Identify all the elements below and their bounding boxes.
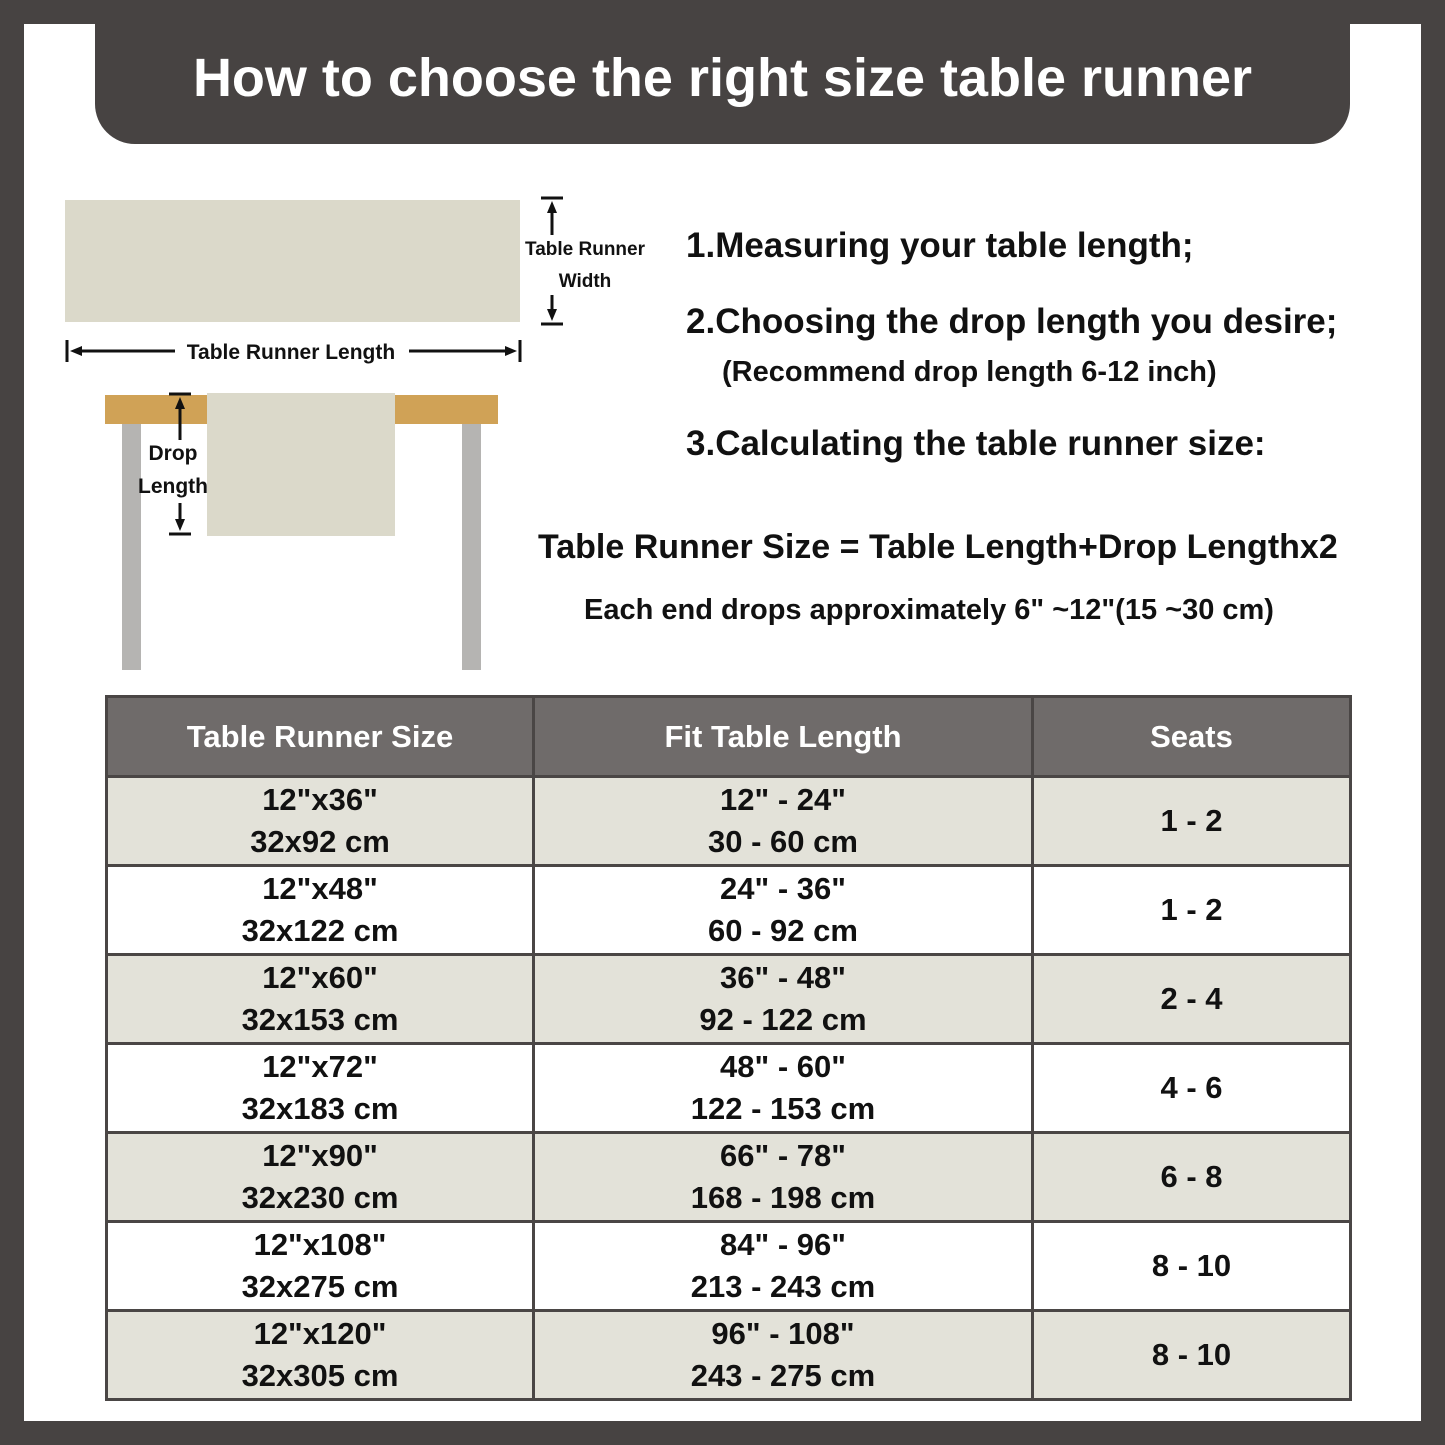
fit-length-cell: 66" - 78" 168 - 198 cm <box>532 1131 1034 1223</box>
table-leg-left <box>122 424 141 670</box>
width-arrow <box>541 196 563 326</box>
measurement-diagram: Table Runner Width Table Runner Length D… <box>65 196 646 670</box>
size-cm: 32x122 cm <box>241 913 399 948</box>
runner-size-cell: 12"x90" 32x230 cm <box>105 1131 535 1223</box>
seats-cell: 6 - 8 <box>1031 1131 1352 1223</box>
fit-length-cell: 36" - 48" 92 - 122 cm <box>532 953 1034 1045</box>
size-cm: 32x275 cm <box>241 1269 399 1304</box>
length-label: Table Runner Length <box>187 341 395 364</box>
instruction-step-2: 2.Choosing the drop length you desire; <box>686 302 1338 341</box>
size-cm: 32x92 cm <box>250 824 390 859</box>
seats-cell: 2 - 4 <box>1031 953 1352 1045</box>
seats-cell: 1 - 2 <box>1031 864 1352 956</box>
fit-cm: 213 - 243 cm <box>690 1269 876 1304</box>
fit-inches: 96" - 108" <box>711 1316 855 1351</box>
size-cm: 32x183 cm <box>241 1091 399 1126</box>
size-cm: 32x305 cm <box>241 1358 399 1393</box>
size-inches: 12"x36" <box>262 782 378 817</box>
fit-inches: 24" - 36" <box>720 871 846 906</box>
fit-length-cell: 48" - 60" 122 - 153 cm <box>532 1042 1034 1134</box>
size-formula: Table Runner Size = Table Length+Drop Le… <box>538 528 1338 566</box>
fit-cm: 243 - 275 cm <box>690 1358 876 1393</box>
drop-label-line1: Drop <box>149 442 198 465</box>
fit-inches: 12" - 24" <box>720 782 846 817</box>
size-chart-table: Table Runner Size Fit Table Length Seats… <box>105 695 1352 1401</box>
instruction-step-3: 3.Calculating the table runner size: <box>686 424 1266 463</box>
width-label-line2: Width <box>559 271 612 292</box>
header-runner-size: Table Runner Size <box>105 695 535 778</box>
page-title: How to choose the right size table runne… <box>192 48 1253 108</box>
fit-length-cell: 96" - 108" 243 - 275 cm <box>532 1309 1034 1401</box>
size-inches: 12"x108" <box>253 1227 387 1262</box>
runner-size-cell: 12"x60" 32x153 cm <box>105 953 535 1045</box>
fit-inches: 36" - 48" <box>720 960 846 995</box>
table-row: 12"x108" 32x275 cm 84" - 96" 213 - 243 c… <box>105 1220 1352 1312</box>
size-inches: 12"x72" <box>262 1049 378 1084</box>
size-chart-header-row: Table Runner Size Fit Table Length Seats <box>105 695 1352 778</box>
fit-inches: 84" - 96" <box>720 1227 846 1262</box>
fit-cm: 122 - 153 cm <box>690 1091 876 1126</box>
fit-cm: 60 - 92 cm <box>708 913 858 948</box>
seats-cell: 8 - 10 <box>1031 1309 1352 1401</box>
table-row: 12"x90" 32x230 cm 66" - 78" 168 - 198 cm… <box>105 1131 1352 1223</box>
table-row: 12"x60" 32x153 cm 36" - 48" 92 - 122 cm … <box>105 953 1352 1045</box>
instruction-step-1: 1.Measuring your table length; <box>686 226 1194 265</box>
table-row: 12"x36" 32x92 cm 12" - 24" 30 - 60 cm 1 … <box>105 775 1352 867</box>
fit-cm: 30 - 60 cm <box>708 824 858 859</box>
runner-top-view-rect <box>65 200 520 322</box>
fit-length-cell: 12" - 24" 30 - 60 cm <box>532 775 1034 867</box>
size-inches: 12"x90" <box>262 1138 378 1173</box>
size-cm: 32x230 cm <box>241 1180 399 1215</box>
width-label-line1: Table Runner <box>525 239 646 260</box>
runner-size-cell: 12"x72" 32x183 cm <box>105 1042 535 1134</box>
fit-length-cell: 84" - 96" 213 - 243 cm <box>532 1220 1034 1312</box>
title-banner: How to choose the right size table runne… <box>95 0 1350 144</box>
fit-cm: 168 - 198 cm <box>690 1180 876 1215</box>
size-inches: 12"x60" <box>262 960 378 995</box>
header-seats: Seats <box>1031 695 1352 778</box>
size-inches: 12"x48" <box>262 871 378 906</box>
header-fit-length: Fit Table Length <box>532 695 1034 778</box>
drop-note: Each end drops approximately 6" ~12"(15 … <box>584 594 1274 626</box>
size-cm: 32x153 cm <box>241 1002 399 1037</box>
length-arrow <box>65 340 522 362</box>
seats-cell: 1 - 2 <box>1031 775 1352 867</box>
fit-inches: 48" - 60" <box>720 1049 846 1084</box>
fit-inches: 66" - 78" <box>720 1138 846 1173</box>
fit-length-cell: 24" - 36" 60 - 92 cm <box>532 864 1034 956</box>
runner-size-cell: 12"x108" 32x275 cm <box>105 1220 535 1312</box>
runner-hanging-rect <box>207 393 395 536</box>
table-leg-right <box>462 424 481 670</box>
fit-cm: 92 - 122 cm <box>699 1002 867 1037</box>
drop-label-line2: Length <box>138 475 208 498</box>
instruction-step-2-note: (Recommend drop length 6-12 inch) <box>722 356 1217 388</box>
runner-size-cell: 12"x36" 32x92 cm <box>105 775 535 867</box>
table-row: 12"x72" 32x183 cm 48" - 60" 122 - 153 cm… <box>105 1042 1352 1134</box>
table-row: 12"x120" 32x305 cm 96" - 108" 243 - 275 … <box>105 1309 1352 1401</box>
seats-cell: 4 - 6 <box>1031 1042 1352 1134</box>
seats-cell: 8 - 10 <box>1031 1220 1352 1312</box>
runner-size-cell: 12"x48" 32x122 cm <box>105 864 535 956</box>
runner-size-cell: 12"x120" 32x305 cm <box>105 1309 535 1401</box>
size-inches: 12"x120" <box>253 1316 387 1351</box>
drop-length-arrow <box>169 392 191 536</box>
table-row: 12"x48" 32x122 cm 24" - 36" 60 - 92 cm 1… <box>105 864 1352 956</box>
